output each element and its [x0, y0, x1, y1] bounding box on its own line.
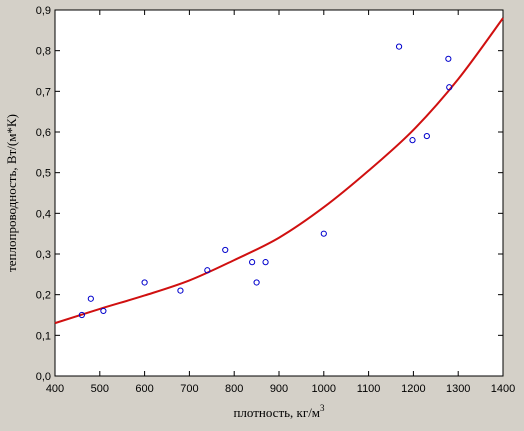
- x-axis-title: плотность, кг/м3: [233, 403, 325, 420]
- y-tick-label: 0,9: [36, 5, 51, 17]
- y-tick-label: 0,7: [36, 86, 51, 98]
- x-tick-label: 600: [135, 383, 153, 395]
- x-tick-label: 800: [225, 383, 243, 395]
- data-point: [100, 307, 107, 315]
- data-point: [262, 259, 269, 266]
- x-axis-title-text: плотность, кг/м: [233, 405, 320, 420]
- data-points-layer: [78, 43, 453, 319]
- x-tick-label: 700: [180, 383, 198, 395]
- data-point: [445, 55, 452, 62]
- fit-curve-layer: [54, 17, 504, 325]
- x-axis-ticks: 400 500 600 700 800 900 1000 1100 1200 1300 1400: [46, 10, 515, 395]
- fit-curve-line: [54, 17, 504, 325]
- data-point: [249, 259, 256, 266]
- x-tick-label: 400: [46, 383, 64, 395]
- data-point: [253, 279, 260, 286]
- x-axis-title-superscript: 3: [320, 403, 325, 413]
- data-point: [177, 287, 184, 294]
- y-tick-label: 0,8: [36, 46, 51, 58]
- y-axis-ticks: 0,0 0,1 0,2 0,3 0,4 0,5 0,6 0,7 0,8 0,9: [36, 5, 503, 383]
- x-tick-label: 900: [270, 383, 288, 395]
- data-point: [222, 246, 229, 254]
- plot-area: [54, 9, 504, 377]
- y-tick-label: 0,5: [36, 168, 51, 180]
- data-point: [423, 132, 430, 140]
- data-point: [204, 267, 211, 274]
- y-tick-label: 0,0: [36, 371, 51, 383]
- data-point: [87, 295, 94, 302]
- x-tick-label: 1300: [446, 383, 470, 395]
- x-tick-label: 1000: [312, 383, 336, 395]
- x-tick-label: 500: [91, 383, 109, 395]
- y-tick-label: 0,3: [36, 249, 51, 261]
- data-point: [141, 279, 148, 286]
- y-tick-label: 0,1: [36, 330, 51, 342]
- y-axis-title: теплопроводность, Вт/(м*К): [4, 114, 19, 272]
- data-point: [446, 84, 453, 91]
- y-tick-label: 0,2: [36, 290, 51, 302]
- x-tick-label: 1400: [491, 383, 515, 395]
- x-tick-label: 1100: [357, 383, 381, 395]
- data-point: [409, 137, 416, 144]
- x-tick-label: 1200: [401, 383, 425, 395]
- data-point: [395, 43, 403, 50]
- y-tick-label: 0,4: [36, 208, 51, 220]
- data-point: [78, 311, 85, 319]
- data-point: [320, 230, 327, 237]
- y-tick-label: 0,6: [36, 127, 51, 139]
